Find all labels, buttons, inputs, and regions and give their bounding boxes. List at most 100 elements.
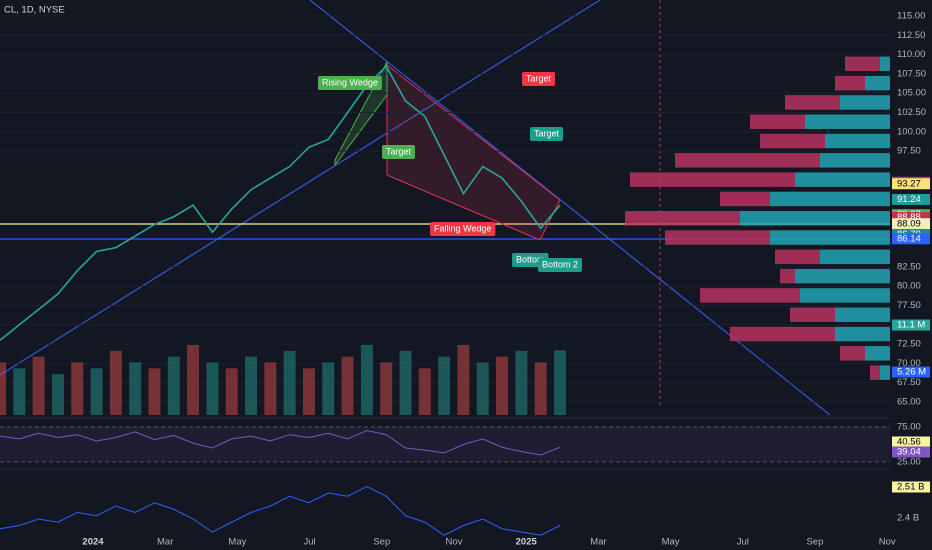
flow-label: 2.51 B [897,482,924,493]
price-label: 88.88 [897,212,921,223]
x-tick-label: 2024 [82,537,104,548]
y-tick-label: 97.50 [897,146,921,157]
profile-down [760,133,825,149]
volume-bar [457,345,470,415]
x-tick-label: Jul [737,537,749,548]
profile-down [840,346,865,361]
rsi-label-bg [892,436,930,448]
x-tick-label: Mar [157,537,173,548]
flow-label: 2.4 B [897,513,919,524]
y-tick-label: 72.50 [897,339,921,350]
profile-down [675,153,820,168]
profile-down [730,326,835,342]
x-tick-label: 2025 [516,537,538,548]
rsi-label: 40.56 [897,437,921,448]
volume-label: 11.1 M [897,320,925,331]
profile-down [625,211,740,226]
volume-bar [71,362,84,415]
trend-line [309,0,831,416]
profile-up [795,268,890,284]
profile-down [665,230,770,245]
x-tick-label: May [662,537,680,548]
profile-up [835,326,890,342]
volume-bar [496,356,509,415]
annotation-bg [382,145,416,159]
price-line [0,64,561,341]
x-tick-label: May [228,537,246,548]
profile-up [825,133,890,149]
profile-up [820,249,890,265]
annotation: Bottom 2 [542,259,578,269]
volume-bar [283,350,296,415]
price-label: 91.24 [897,194,921,205]
volume-bar [322,362,335,415]
volume-bar [0,362,6,415]
volume-bar [90,368,103,415]
y-tick-label: 110.00 [897,49,925,60]
rsi-line [0,429,561,456]
annotation-bg [530,127,564,141]
y-tick-label: 107.50 [897,68,926,79]
volume-bar [109,350,122,415]
price-label-bg [892,193,930,205]
price-label: 93.27 [897,178,921,189]
volume-bar [129,362,142,415]
y-tick-label: 67.50 [897,377,921,388]
price-label: 88.09 [897,218,921,229]
flow-label-bg [892,481,930,493]
profile-up [835,307,890,322]
annotation-bg [318,76,382,90]
y-tick-label: 82.50 [897,261,921,272]
profile-up [865,346,890,361]
volume-bar [476,362,489,415]
y-tick-label: 80.00 [897,281,921,292]
y-tick-label: 105.00 [897,88,926,99]
profile-up [795,172,890,187]
y-tick-label: 115.00 [897,11,925,22]
volume-bar [360,345,373,415]
volume-bar [341,356,354,415]
y-tick-label: 100.00 [897,126,926,137]
volume-bar [515,350,528,415]
y-tick-label: 112.50 [897,30,925,41]
volume-label-bg [892,319,930,331]
volume-bar [187,345,200,415]
rsi-label: 39.04 [897,447,921,458]
rsi-tick-label: 75.00 [897,422,921,433]
x-tick-label: Nov [879,537,896,548]
rsi-tick-label: 25.00 [897,457,921,468]
annotation: Falling Wedge [434,223,491,233]
profile-down [870,365,880,380]
y-tick-label: 77.50 [897,300,921,311]
annotation: Rising Wedge [322,77,378,87]
annotation-bg [538,258,583,272]
volume-bar [13,368,26,415]
volume-bar [534,362,547,415]
volume-label-bg [892,366,930,378]
profile-down [750,114,805,129]
x-tick-label: Sep [373,537,390,548]
volume-bar [554,350,566,415]
volume-bar [225,368,238,415]
profile-down [790,307,835,322]
volume-bar [380,362,393,415]
price-label-bg [892,212,930,224]
profile-down [630,172,795,187]
profile-down [775,249,820,265]
profile-down [835,75,865,91]
profile-up [805,114,890,129]
profile-up [865,75,890,91]
symbol: CL, 1D, NYSE [4,5,65,16]
profile-down [700,288,800,303]
profile-up [770,191,890,207]
price-label: 86.14 [897,233,921,244]
x-tick-label: Jul [304,537,316,548]
flow-line [0,485,561,536]
profile-up [820,153,890,168]
profile-up [840,95,890,110]
x-tick-label: Mar [590,537,606,548]
annotation-bg [430,222,496,236]
annotation: Target [534,128,560,138]
volume-bar [245,356,258,415]
